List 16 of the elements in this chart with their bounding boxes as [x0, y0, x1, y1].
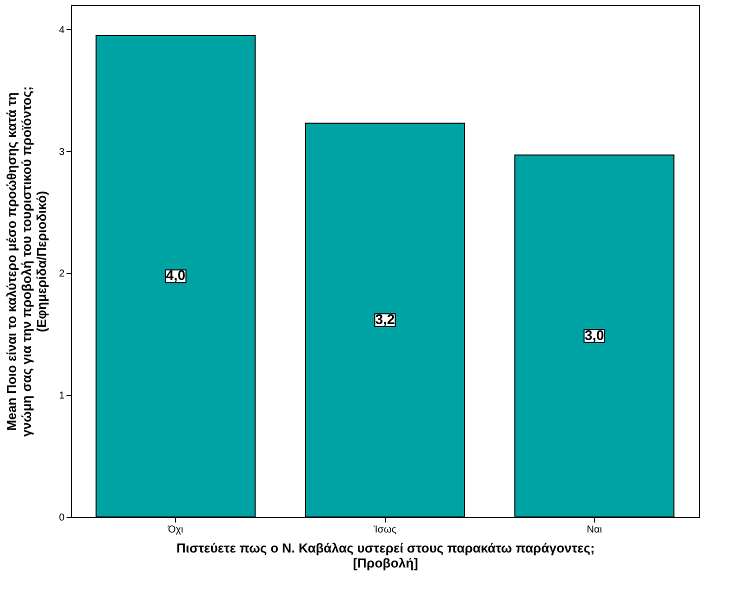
x-tick-label: Ναι: [586, 524, 602, 536]
y-tick-label: 1: [58, 390, 65, 402]
text: Mean Ποιο είναι το καλύτερο μέσο προώθησης κατά τη: [4, 92, 19, 431]
text: γνώμη σας για την προβολή του τουριστικού προϊόντος;: [18, 86, 34, 437]
y-tick-label: 3: [58, 146, 65, 158]
data-label: 3,2: [375, 311, 395, 328]
x-tick-label: Ίσως: [372, 524, 396, 536]
y-tick-label: 2: [58, 268, 65, 280]
text: Πιστεύετε πως ο Ν. Καβάλας υστερεί στους παρακάτω παράγοντες;: [176, 540, 595, 556]
text: [Προβολή]: [352, 556, 418, 570]
y-tick-label: 4: [58, 24, 65, 36]
text: (Εφημερίδα/Περιοδικό): [34, 190, 49, 332]
data-label: 4,0: [166, 267, 186, 284]
x-tick-label: Όχι: [167, 524, 184, 536]
data-label: 3,0: [584, 326, 604, 343]
y-tick-label: 0: [58, 512, 65, 524]
